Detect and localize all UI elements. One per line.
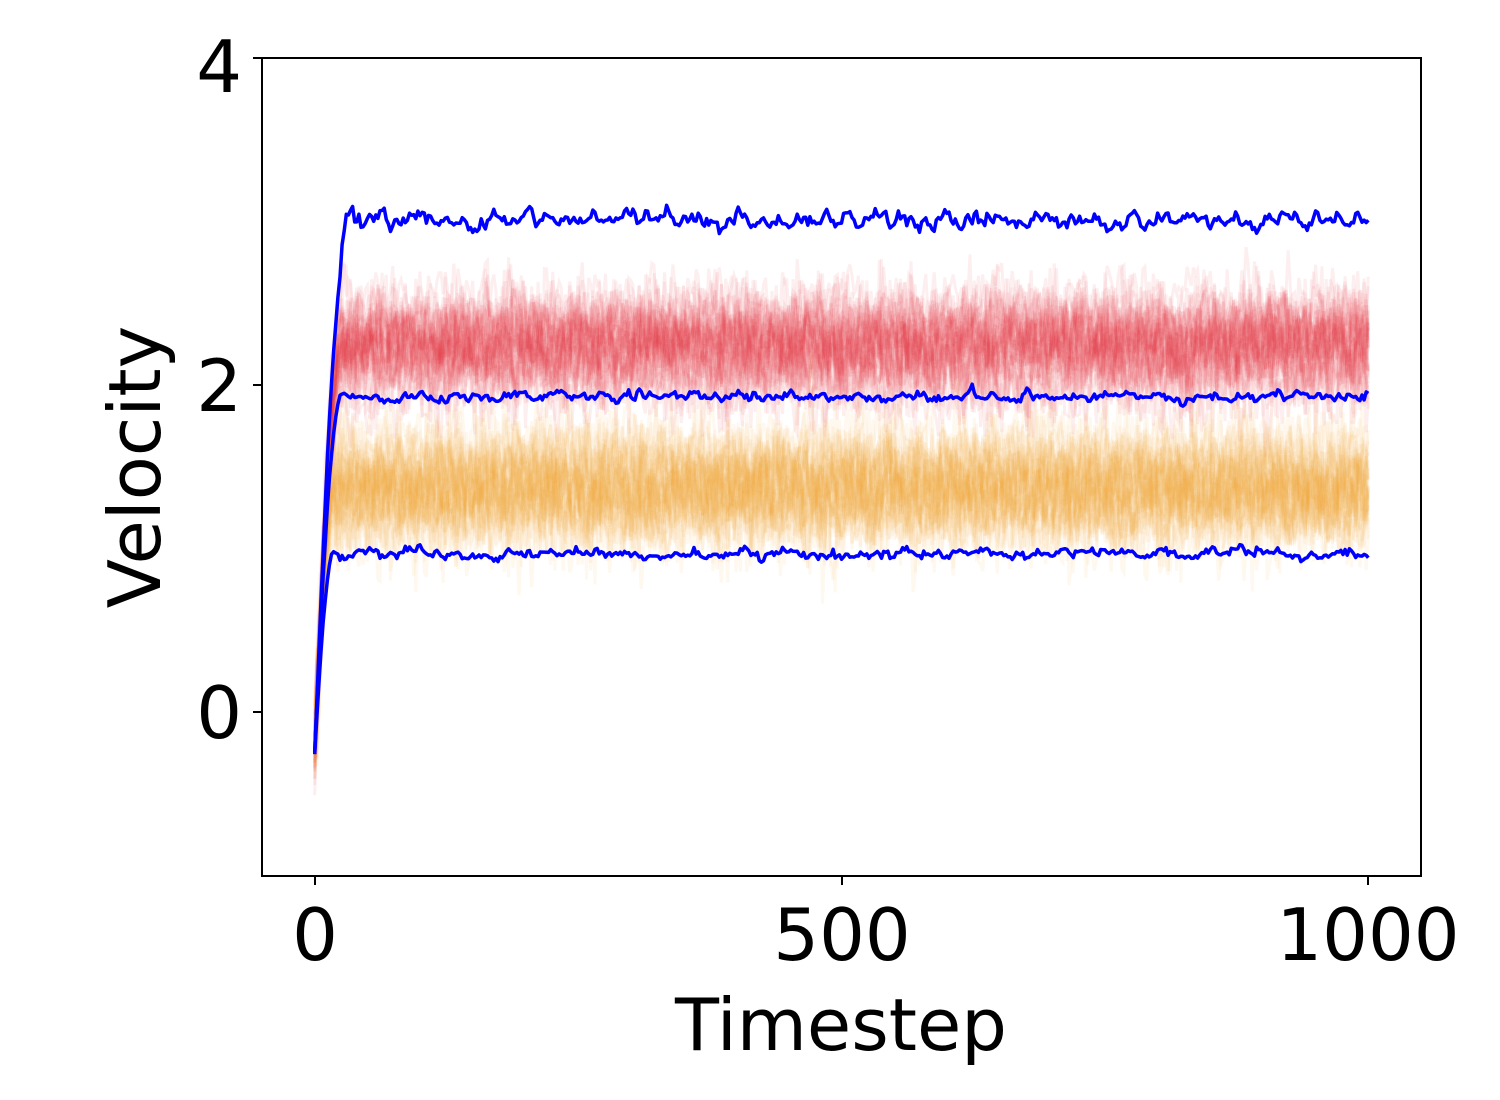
trajectories-low-line [313,427,1369,725]
trajectories-high-line [313,290,1370,718]
trajectories-high-line [313,278,1370,761]
trajectories-low-line [313,395,1370,729]
trajectories-low-line [313,416,1370,733]
trajectories-high-line [313,277,1370,744]
trajectories-low-line [313,377,1370,749]
trajectories-low-line [313,401,1370,694]
x-tick-label: 0 [292,893,338,977]
x-axis: 0 500 1000 Timestep [292,876,1460,1067]
trajectories-low-line [313,435,1370,740]
trajectories-low-line [313,401,1370,764]
trajectories-low-line [313,429,1370,755]
x-axis-label: Timestep [674,983,1007,1067]
trajectories-high-line [313,287,1370,747]
trajectories-low-line [313,395,1370,729]
trajectories-high-line [313,313,1370,736]
trajectories-high-line [313,304,1370,749]
trajectories-high-line [313,308,1370,785]
trajectories-low-line [313,433,1370,708]
trajectories-high-line [313,281,1370,763]
trajectories-high-line [313,262,1370,735]
trajectories-low-line [313,384,1370,739]
trajectories-high-line [313,247,1370,761]
trajectories-low-line [313,423,1370,745]
trajectories-low-line [313,411,1370,746]
trajectories-low-line [313,380,1370,757]
trajectories-high-line [313,303,1370,729]
trajectories-high-line [313,274,1370,734]
trajectories-high-line [313,268,1370,768]
x-tick-label: 500 [773,893,910,977]
trajectories-high-line [313,281,1370,746]
trajectories-low-line [313,430,1370,731]
trajectories-high-line [313,285,1370,749]
trajectories-low-line [313,403,1370,779]
reference-low-line [312,542,1370,755]
trajectories-high-line [313,259,1370,769]
y-tick-label: 0 [196,671,242,755]
trajectories-low-line [313,404,1370,734]
y-axis-label: Velocity [93,326,177,608]
trajectories-low-line [313,437,1370,767]
trajectories-high-line [313,268,1370,749]
trajectories-high-line [313,257,1370,723]
trajectories-low-line [313,428,1370,720]
trajectories-low-line [313,426,1370,747]
trajectories-low-line [313,460,1370,735]
trajectories-low-line [313,403,1370,744]
trajectories-low-line [313,419,1370,755]
trajectories-high-line [313,323,1370,737]
trajectories-high-line [313,275,1370,749]
trajectories-high-line [313,303,1370,739]
trajectories-low-line [313,449,1370,706]
trajectories-low-line [313,417,1370,751]
trajectories-low-line [313,421,1370,754]
trajectories-low-line [313,440,1370,767]
trajectories-high-line [313,280,1370,715]
trajectories-low-line [313,433,1370,757]
trajectories-high-line [313,274,1370,743]
trajectories-high-line [313,290,1370,759]
trajectories-low-line [313,419,1370,779]
trajectories-low-line [313,387,1370,750]
y-axis: 0 2 4 Velocity [93,25,262,755]
y-tick-label: 4 [196,25,242,109]
trajectories-high-line [313,268,1370,773]
trajectories-low-line [313,403,1370,752]
trajectories-high-line [313,304,1370,754]
trajectories-high-line [313,263,1370,728]
trajectories-high-line [313,263,1370,764]
trajectories-high-line [313,264,1370,770]
trajectories-low-line [313,420,1370,728]
trajectories-high-line [313,276,1370,754]
trajectories-low-line [313,401,1369,761]
trajectories-low-line [313,409,1370,740]
trajectories-high-line [313,294,1370,706]
reference-high-line [312,203,1370,753]
trajectories-high-line [313,280,1370,756]
trajectories-low-line [313,354,1370,771]
trajectories-low-line [313,417,1370,754]
trajectories-high-line [313,254,1370,722]
trajectories-high-line [313,298,1370,714]
trajectories-low-line [313,405,1370,743]
trajectories-high-line [313,279,1370,737]
trajectories-low-line [313,440,1370,745]
trajectories-high-line [313,291,1370,796]
y-tick-label: 2 [196,344,242,428]
trajectories-low-line [313,403,1370,743]
reference-lines [312,203,1370,755]
x-tick-label: 1000 [1276,893,1459,977]
trajectories-high-line [313,259,1370,752]
ensemble-trajectories [313,247,1370,796]
trajectories-high-line [313,276,1370,735]
reference-mid-line [312,382,1370,753]
